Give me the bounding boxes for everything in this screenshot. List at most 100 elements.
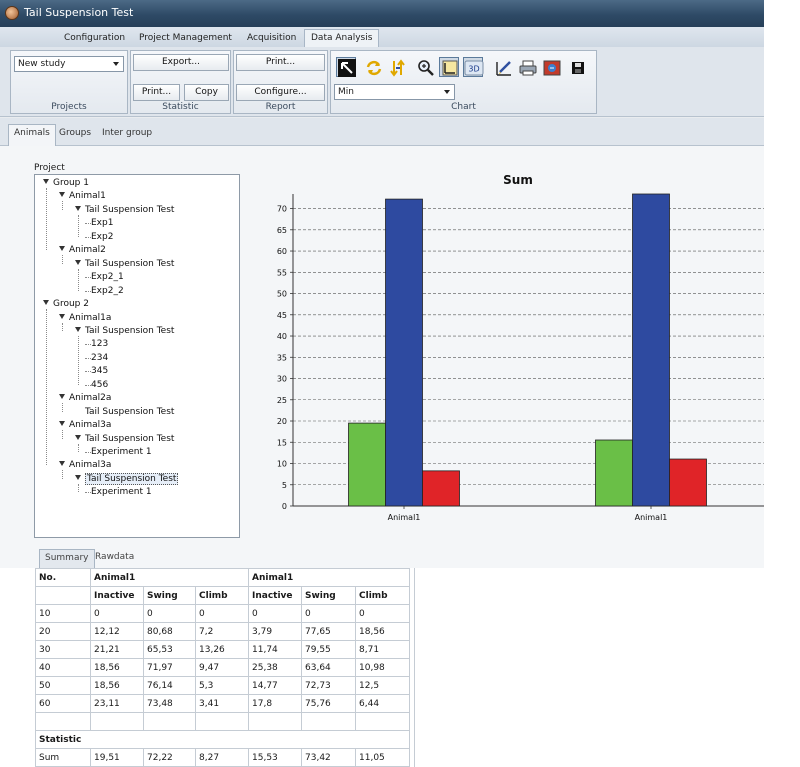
table-cell: 0	[301, 604, 356, 623]
tree-node[interactable]: 456	[85, 379, 109, 391]
tree-node[interactable]: Animal2	[59, 244, 106, 256]
configure-button[interactable]: Configure...	[236, 84, 325, 101]
bar	[632, 193, 670, 507]
expand-triangle-icon[interactable]	[59, 192, 65, 198]
tree-node[interactable]: Animal1a	[59, 312, 111, 324]
export-image-tool-button[interactable]	[541, 57, 561, 77]
tree-node[interactable]: Tail Suspension Test	[75, 433, 174, 445]
tree-node-label: 456	[91, 379, 109, 390]
expand-triangle-icon[interactable]	[43, 179, 49, 184]
tree-node[interactable]: Tail Suspension Test	[75, 325, 174, 337]
tree-node[interactable]: Exp2	[85, 231, 113, 243]
tab-inter-group[interactable]: Inter group	[102, 128, 153, 138]
tree-connector	[85, 236, 91, 238]
tab-animals[interactable]: Animals	[8, 124, 56, 146]
table-cell: Sum	[35, 748, 91, 767]
tab-summary[interactable]: Summary	[39, 549, 95, 568]
tree-node-label: Animal2	[69, 245, 106, 256]
expand-triangle-icon[interactable]	[75, 474, 81, 480]
tree-node[interactable]: Tail Suspension Test	[75, 258, 174, 270]
tree-node[interactable]: Group 2	[43, 298, 89, 310]
summary-table: No. Animal1 Animal1 Inactive Swing Climb…	[35, 568, 410, 767]
table-row: 30 21,21 65,53 13,26 11,74 79,55 8,71	[35, 640, 410, 659]
y-tick-label: 5	[282, 481, 287, 490]
expand-triangle-icon[interactable]	[59, 394, 65, 400]
tree-connector	[62, 201, 63, 210]
tab-groups[interactable]: Groups	[59, 128, 92, 138]
tab-rawdata[interactable]: Rawdata	[95, 552, 135, 562]
table-cell: 71,97	[143, 658, 196, 677]
tab-acquisition[interactable]: Acquisition	[247, 33, 297, 43]
tree-node[interactable]: Tail Suspension Test	[75, 472, 179, 485]
table-cell: 63,64	[301, 658, 356, 677]
tree-node[interactable]: Exp2_1	[85, 271, 124, 283]
tree-node[interactable]: Exp1	[85, 217, 113, 229]
statistic-group-title: Statistic	[162, 102, 199, 112]
bar	[348, 422, 386, 507]
expand-triangle-icon[interactable]	[59, 461, 65, 467]
tree-node[interactable]: Animal2a	[59, 392, 111, 404]
expand-triangle-icon[interactable]	[59, 313, 65, 319]
report-print-button[interactable]: Print...	[236, 54, 325, 71]
tree-node[interactable]: Tail Suspension Test	[75, 406, 174, 418]
tree-connector	[85, 290, 91, 292]
tree-node[interactable]: 123	[85, 338, 108, 350]
tree-node[interactable]: Animal3a	[59, 459, 111, 471]
tree-node-label: Experiment 1	[91, 487, 152, 498]
export-image-icon	[543, 60, 561, 76]
chart-mode-select[interactable]: Min	[334, 84, 455, 100]
tab-configuration[interactable]: Configuration	[64, 33, 126, 43]
frame-tool-button[interactable]	[439, 57, 459, 77]
expand-triangle-icon[interactable]	[59, 246, 65, 252]
expand-triangle-icon[interactable]	[43, 300, 49, 306]
table-cell: 17,8	[248, 694, 302, 713]
tree-node[interactable]: 345	[85, 365, 108, 377]
tree-node[interactable]: Animal3a	[59, 419, 111, 431]
tree-node[interactable]: Exp2_2	[85, 285, 124, 297]
pointer-tool-button[interactable]	[336, 57, 356, 77]
y-tick-label: 20	[277, 417, 287, 426]
y-tick-label: 50	[277, 290, 287, 299]
tab-project-management[interactable]: Project Management	[139, 33, 232, 43]
y-tick-label: 60	[277, 247, 287, 256]
tree-node[interactable]: Animal1	[59, 190, 106, 202]
y-tick-label: 0	[282, 502, 287, 511]
rotate-tool-button[interactable]	[363, 57, 383, 77]
expand-triangle-icon[interactable]	[75, 205, 81, 211]
copy-button[interactable]: Copy	[184, 84, 229, 101]
table-cell: 65,53	[143, 640, 196, 659]
export-button[interactable]: Export...	[133, 54, 229, 71]
table-body: 10 0 0 0 0 0 0 20 12,12 80,68 7,2 3,79 77,65 18,56 30 2…	[35, 604, 410, 767]
tree-node[interactable]: Group 1	[43, 177, 89, 189]
tree-node[interactable]: Experiment 1	[85, 486, 152, 498]
table-cell: 0	[248, 604, 302, 623]
tree-node-label: 234	[91, 352, 109, 363]
table-cell: 50	[35, 676, 91, 695]
print-tool-button[interactable]	[517, 57, 537, 77]
results-tabs: Summary Rawdata	[0, 544, 764, 568]
expand-triangle-icon[interactable]	[75, 259, 81, 265]
table-cell: 6,44	[355, 694, 410, 713]
expand-triangle-icon[interactable]	[75, 326, 81, 332]
tree-node[interactable]: 234	[85, 352, 109, 364]
zoom-tool-button[interactable]	[415, 57, 435, 77]
y-tick-label: 35	[277, 353, 287, 362]
tree-node[interactable]: Experiment 1	[85, 446, 152, 458]
table-cell: 11,05	[355, 748, 410, 767]
edit-chart-tool-button[interactable]	[493, 57, 513, 77]
table-column-row: Inactive Swing Climb Inactive Swing Clim…	[35, 586, 410, 605]
expand-triangle-icon[interactable]	[75, 434, 81, 440]
tab-data-analysis[interactable]: Data Analysis	[304, 29, 380, 47]
project-tree[interactable]: Group 1 Animal1 Tail Suspension Test Exp1 Ex…	[34, 174, 240, 538]
tree-node[interactable]: Tail Suspension Test	[75, 204, 174, 216]
expand-triangle-icon[interactable]	[59, 421, 65, 427]
statistic-print-button[interactable]: Print...	[133, 84, 180, 101]
save-tool-button[interactable]	[567, 57, 587, 77]
study-select[interactable]: New study	[14, 56, 124, 72]
title-bar: Tail Suspension Test	[0, 0, 764, 27]
table-cell: 7,2	[195, 622, 249, 641]
3d-tool-button[interactable]: 3D	[463, 57, 484, 77]
swap-axes-tool-button[interactable]	[387, 57, 407, 77]
table-cell: 25,38	[248, 658, 302, 677]
table-cell: 12,12	[90, 622, 144, 641]
